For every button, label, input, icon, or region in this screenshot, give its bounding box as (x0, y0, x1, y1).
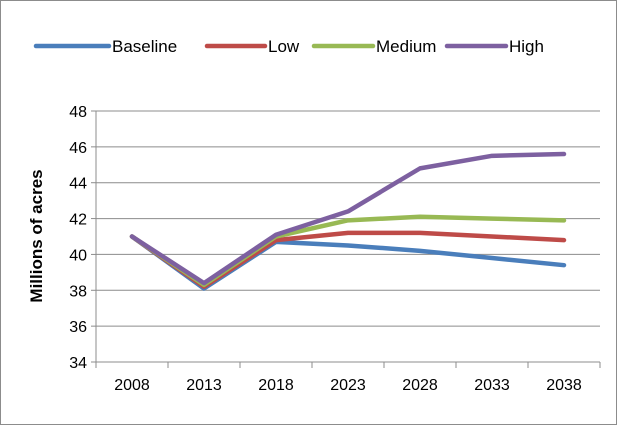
legend: Baseline Low Medium High (33, 37, 544, 56)
y-tick-label: 44 (69, 176, 87, 193)
y-tick-label: 34 (69, 355, 87, 372)
x-tick-labels: 2008 2013 2018 2023 2028 2033 2038 (114, 377, 582, 394)
y-tick-label: 46 (69, 140, 87, 157)
series-line-high (129, 151, 567, 286)
gridlines (96, 110, 600, 327)
x-tick-label: 2013 (186, 377, 222, 394)
legend-label: High (509, 37, 544, 56)
y-tick-label: 42 (69, 212, 87, 229)
x-tick-label: 2023 (330, 377, 366, 394)
y-tick-label: 36 (69, 319, 87, 336)
y-tick-label: 40 (69, 247, 87, 264)
axes (91, 110, 601, 368)
y-tick-label: 38 (69, 283, 87, 300)
x-tick-label: 2033 (474, 377, 510, 394)
y-axis-label: Millions of acres (27, 169, 46, 302)
x-tick-label: 2008 (114, 377, 150, 394)
y-tick-labels: 34 36 38 40 42 44 46 48 (69, 104, 87, 372)
series-line-medium (129, 214, 567, 288)
x-tick-label: 2018 (258, 377, 294, 394)
series-lines (129, 151, 567, 291)
x-tick-label: 2038 (546, 377, 582, 394)
legend-label: Baseline (112, 37, 177, 56)
y-tick-label: 48 (69, 104, 87, 121)
legend-label: Low (268, 37, 300, 56)
x-tick-label: 2028 (402, 377, 438, 394)
legend-label: Medium (376, 37, 436, 56)
